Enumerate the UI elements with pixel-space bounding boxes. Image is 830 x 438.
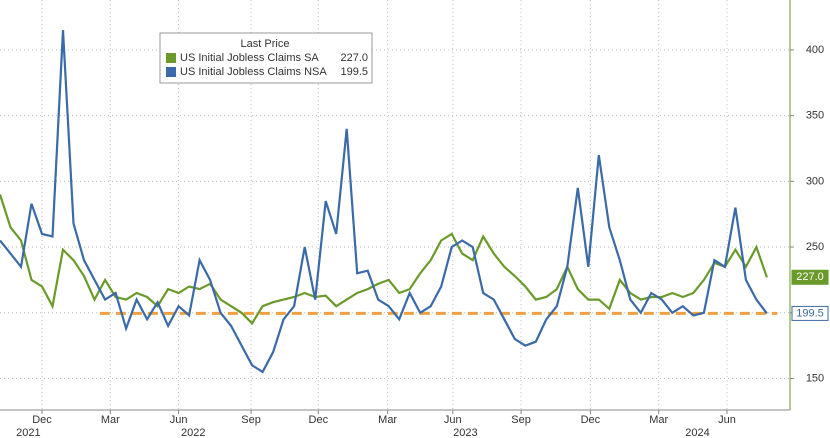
x-tick-label: Dec (32, 414, 52, 426)
last-value-label: 227.0 (796, 271, 824, 283)
legend-box (159, 32, 373, 84)
legend: Last Price US Initial Jobless Claims SA … (159, 32, 373, 84)
y-tick-label: 300 (806, 175, 824, 187)
year-label: 2024 (685, 427, 709, 438)
legend-swatch (166, 67, 176, 77)
x-tick-label: Mar (378, 414, 397, 426)
legend-value: 199.5 (340, 66, 368, 78)
legend-title: Last Price (241, 38, 290, 50)
x-tick-label: Dec (309, 414, 329, 426)
year-label: 2022 (181, 427, 205, 438)
lines (0, 30, 778, 374)
last-value-label: 199.5 (796, 307, 824, 319)
x-tick-label: Mar (649, 414, 668, 426)
last-value-tag (791, 269, 829, 285)
y-tick-label: 400 (806, 44, 824, 56)
year-label: 2023 (453, 427, 477, 438)
y-tick-label: 350 (806, 110, 824, 122)
series-line (0, 30, 768, 374)
legend-value: 227.0 (340, 52, 368, 64)
legend-label: US Initial Jobless Claims NSA (180, 66, 327, 78)
x-tick-label: Sep (511, 414, 531, 426)
legend-label: US Initial Jobless Claims SA (180, 52, 319, 64)
legend-swatch (166, 53, 176, 63)
x-tick-label: Jun (444, 414, 462, 426)
x-tick-label: Mar (101, 414, 120, 426)
last-value-tag (791, 305, 829, 321)
y-tick-label: 250 (806, 241, 824, 253)
x-tick-label: Dec (581, 414, 601, 426)
x-tick-label: Sep (241, 414, 261, 426)
year-label: 2021 (16, 427, 40, 438)
y-tick-label: 150 (806, 372, 824, 384)
x-tick-label: Jun (170, 414, 188, 426)
x-tick-label: Jun (718, 414, 736, 426)
series-line (0, 194, 768, 326)
